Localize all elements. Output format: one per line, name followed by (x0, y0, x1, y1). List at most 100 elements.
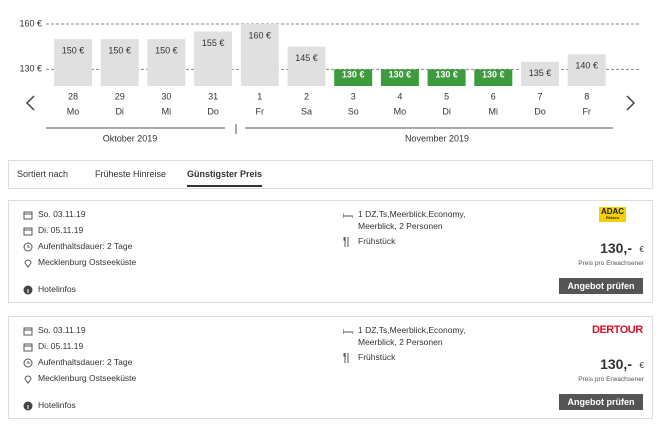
bar (567, 54, 606, 86)
day-label: 1 (257, 91, 262, 101)
bar (427, 69, 466, 86)
day-label: 6 (491, 91, 496, 101)
month-label: Oktober 2019 (103, 133, 158, 143)
room-text: Meerblick, 2 Personen (358, 337, 443, 347)
price: 130,- (600, 240, 632, 256)
day-label: 2 (304, 91, 309, 101)
day-label: 30 (161, 91, 171, 101)
weekday-label: So (348, 106, 359, 116)
day-label: 3 (351, 91, 356, 101)
price-note: Preis pro Erwachsener (578, 376, 644, 383)
weekday-label: Mi (489, 106, 499, 116)
offer-detail: Mecklenburg Ostseeküste (38, 373, 137, 383)
icon (343, 353, 349, 363)
operator-sub: Reisen (605, 215, 620, 220)
room-text: 1 DZ,Ts,Meerblick,Economy, (358, 209, 466, 219)
price-chart: Oktober 2019 November 2019 130 € 160 € 150… (19, 18, 640, 143)
value-label: 160 € (249, 30, 272, 40)
offer-detail: So. 03.11.19 (38, 209, 86, 219)
offer-detail: Di. 05.11.19 (38, 341, 84, 351)
icon (23, 242, 33, 252)
day-label: 4 (397, 91, 402, 101)
room-text: Meerblick, 2 Personen (358, 221, 443, 231)
icon (343, 237, 349, 247)
bar (287, 46, 326, 86)
icon (23, 343, 33, 352)
y-tick-label: 130 € (19, 64, 42, 74)
icon (343, 329, 353, 334)
bar (474, 69, 513, 86)
offer-detail: Aufenthaltsdauer: 2 Tage (38, 241, 133, 251)
day-label: 7 (537, 91, 542, 101)
value-label: 150 € (108, 45, 131, 55)
weekday-label: Mo (394, 106, 407, 116)
sort-option-active[interactable]: Günstigster Preis (187, 169, 263, 187)
weekday-label: Mo (67, 106, 80, 116)
currency: € (639, 361, 644, 370)
hotel-info-link[interactable]: Hotelinfos (38, 284, 76, 294)
value-label: 155 € (202, 38, 225, 48)
value-label: 150 € (62, 45, 85, 55)
icon (24, 375, 32, 384)
day-label: 5 (444, 91, 449, 101)
bar (194, 31, 233, 87)
value-label: 150 € (155, 45, 178, 55)
price: 130,- (600, 356, 632, 372)
operator-logo: ADAC Reisen (599, 207, 626, 222)
icon (23, 285, 33, 295)
prev-arrow[interactable] (25, 95, 35, 111)
icon (23, 401, 33, 411)
icon (23, 358, 33, 368)
weekday-label: Di (115, 106, 124, 116)
weekday-label: Fr (256, 106, 265, 116)
value-label: 145 € (295, 53, 318, 63)
offer-detail: Di. 05.11.19 (38, 225, 84, 235)
offer-button[interactable]: Angebot prüfen (559, 394, 643, 410)
value-label: 130 € (389, 70, 412, 80)
currency: € (639, 245, 644, 254)
board-text: Frühstück (358, 352, 396, 362)
bar (380, 69, 419, 86)
bar (240, 24, 279, 86)
icon (343, 213, 353, 218)
month-label: November 2019 (405, 133, 469, 143)
hotel-info-link[interactable]: Hotelinfos (38, 400, 76, 410)
sort-bar: Sortiert nach Früheste Hinreise Günstigs… (8, 160, 653, 189)
day-label: 29 (115, 91, 125, 101)
weekday-label: Fr (582, 106, 591, 116)
weekday-label: Do (207, 106, 219, 116)
board-text: Frühstück (358, 236, 396, 246)
y-tick-label: 160 € (19, 18, 42, 28)
operator-name: ADAC (600, 207, 625, 216)
value-label: 130 € (342, 70, 365, 80)
room-text: 1 DZ,Ts,Meerblick,Economy, (358, 325, 466, 335)
offer-detail: Aufenthaltsdauer: 2 Tage (38, 357, 133, 367)
value-label: 130 € (435, 70, 458, 80)
weekday-label: Di (442, 106, 451, 116)
day-label: 28 (68, 91, 78, 101)
bar (147, 39, 186, 86)
sort-option[interactable]: Früheste Hinreise (95, 169, 167, 179)
operator-logo: DERTOUR (592, 324, 643, 336)
icon (23, 227, 33, 236)
offer-detail: So. 03.11.19 (38, 325, 86, 335)
bar (334, 69, 373, 86)
weekday-label: Do (534, 106, 546, 116)
weekday-label: Mi (162, 106, 172, 116)
value-label: 135 € (529, 68, 552, 78)
icon (23, 211, 33, 220)
icon (24, 259, 32, 268)
offer-card: So. 03.11.19 Di. 05.11.19 Aufenthaltsdauer… (8, 316, 653, 419)
value-label: 140 € (575, 61, 598, 71)
bar (54, 39, 92, 86)
day-label: 8 (584, 91, 589, 101)
icon (23, 327, 33, 336)
offer-button[interactable]: Angebot prüfen (559, 278, 643, 294)
bar (521, 61, 559, 86)
sort-label: Sortiert nach (17, 169, 69, 179)
next-arrow[interactable] (626, 95, 636, 111)
price-note: Preis pro Erwachsener (578, 260, 644, 267)
bar (100, 39, 139, 86)
offer-detail: Mecklenburg Ostseeküste (38, 257, 137, 267)
